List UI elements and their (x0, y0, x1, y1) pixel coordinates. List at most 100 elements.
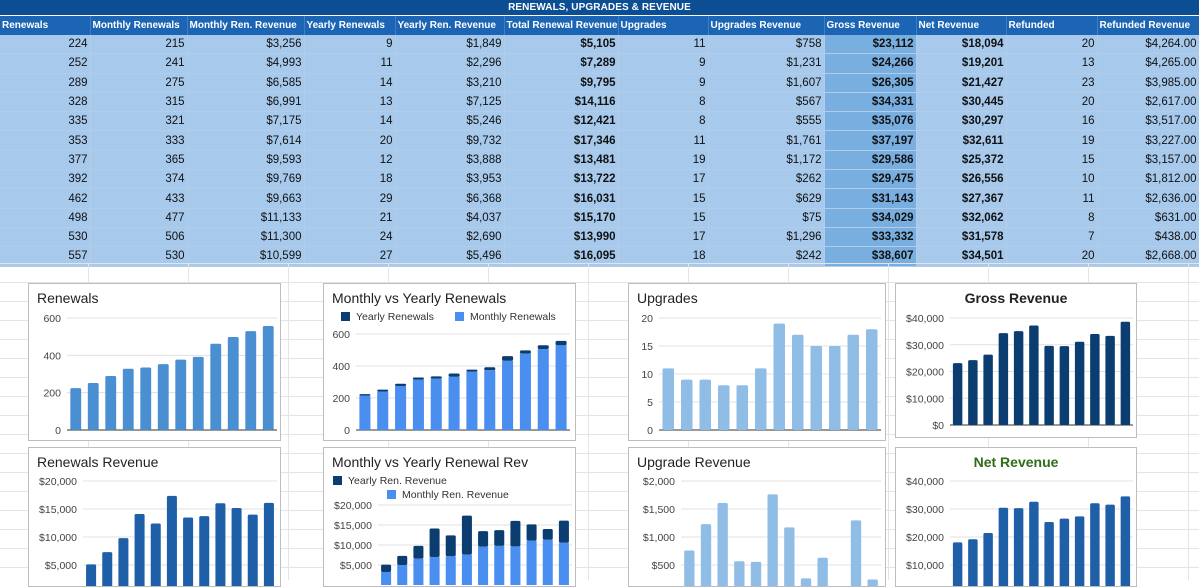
table-cell[interactable]: 335 (0, 111, 91, 132)
table-cell[interactable]: $4,037 (395, 208, 505, 228)
table-cell[interactable]: $1,607 (708, 73, 825, 93)
table-cell[interactable]: $3,517.00 (1097, 111, 1199, 132)
table-cell[interactable]: 8 (1006, 208, 1098, 228)
table-cell[interactable]: $30,445 (916, 92, 1007, 113)
table-cell[interactable]: $3,953 (395, 169, 505, 190)
table-cell[interactable]: $3,985.00 (1097, 73, 1199, 93)
column-header[interactable]: Monthly Ren. Revenue (187, 16, 305, 35)
table-cell[interactable]: $13,722 (504, 169, 619, 190)
table-cell[interactable]: 8 (618, 111, 709, 132)
table-cell[interactable]: $29,586 (824, 150, 917, 171)
table-cell[interactable]: $13,990 (504, 227, 619, 248)
table-cell[interactable]: $3,256 (187, 35, 305, 55)
column-header[interactable]: Yearly Renewals (304, 16, 396, 35)
table-cell[interactable]: $1,761 (708, 130, 825, 151)
table-cell[interactable]: $11,133 (187, 208, 305, 228)
table-cell[interactable]: $29,475 (824, 169, 917, 190)
table-cell[interactable]: 13 (304, 92, 396, 113)
table-cell[interactable]: 13 (1006, 53, 1098, 74)
table-cell[interactable]: 16 (1006, 111, 1098, 132)
table-cell[interactable]: 11 (1006, 188, 1098, 209)
table-cell[interactable]: $11,300 (187, 227, 305, 248)
table-cell[interactable]: $32,611 (916, 130, 1007, 151)
table-cell[interactable]: 11 (304, 53, 396, 74)
table-cell[interactable]: $5,496 (395, 246, 505, 267)
table-cell[interactable]: $6,991 (187, 92, 305, 113)
table-cell[interactable]: $75 (708, 208, 825, 228)
column-header[interactable]: Upgrades Revenue (708, 16, 825, 35)
table-cell[interactable]: $4,264.00 (1097, 35, 1199, 55)
column-header[interactable]: Upgrades (618, 16, 709, 35)
table-cell[interactable]: $1,849 (395, 35, 505, 55)
table-cell[interactable]: $26,556 (916, 169, 1007, 190)
table-cell[interactable]: $30,297 (916, 111, 1007, 132)
table-cell[interactable]: $2,296 (395, 53, 505, 74)
table-cell[interactable]: 15 (618, 188, 709, 209)
table-cell[interactable]: $2,668.00 (1097, 246, 1199, 267)
table-cell[interactable]: 18 (304, 169, 396, 190)
table-cell[interactable]: $9,663 (187, 188, 305, 209)
table-cell[interactable]: $13,481 (504, 150, 619, 171)
table-cell[interactable]: $9,769 (187, 169, 305, 190)
table-cell[interactable]: $34,501 (916, 246, 1007, 267)
table-cell[interactable]: 17 (618, 169, 709, 190)
chart-net-revenue[interactable]: Net Revenue $10,000 $20,000 $30,000 $40,000 (895, 447, 1137, 587)
table-cell[interactable]: 19 (1006, 130, 1098, 151)
table-cell[interactable]: 392 (0, 169, 91, 190)
chart-renewals-revenue[interactable]: Renewals Revenue $5,000 $10,000 $15,000 $20… (28, 447, 281, 587)
table-cell[interactable]: $19,201 (916, 53, 1007, 74)
table-cell[interactable]: $15,170 (504, 208, 619, 228)
table-cell[interactable]: 477 (90, 208, 188, 228)
table-cell[interactable]: 23 (1006, 73, 1098, 93)
table-cell[interactable]: $23,112 (824, 35, 917, 55)
table-cell[interactable]: $262 (708, 169, 825, 190)
table-cell[interactable]: $31,143 (824, 188, 917, 209)
table-cell[interactable]: $9,732 (395, 130, 505, 151)
table-cell[interactable]: $631.00 (1097, 208, 1199, 228)
column-header[interactable]: Refunded Revenue (1097, 16, 1199, 35)
table-cell[interactable]: 353 (0, 130, 91, 151)
table-cell[interactable]: 315 (90, 92, 188, 113)
table-cell[interactable]: $242 (708, 246, 825, 267)
table-cell[interactable]: 19 (618, 150, 709, 171)
table-cell[interactable]: $18,094 (916, 35, 1007, 55)
table-cell[interactable]: $3,157.00 (1097, 150, 1199, 171)
column-header[interactable]: Total Renewal Revenue (504, 16, 619, 35)
table-cell[interactable]: $7,289 (504, 53, 619, 74)
table-cell[interactable]: 15 (618, 208, 709, 228)
table-cell[interactable]: $37,197 (824, 130, 917, 151)
table-cell[interactable]: 11 (618, 35, 709, 55)
chart-renewals[interactable]: Renewals 0 200 400 600 (28, 283, 281, 441)
table-cell[interactable]: 15 (1006, 150, 1098, 171)
table-cell[interactable]: $9,593 (187, 150, 305, 171)
table-cell[interactable]: 377 (0, 150, 91, 171)
table-cell[interactable]: 10 (1006, 169, 1098, 190)
table-cell[interactable]: 506 (90, 227, 188, 248)
table-cell[interactable]: 17 (618, 227, 709, 248)
chart-monthly-vs-yearly-revenue[interactable]: Monthly vs Yearly Renewal Rev Yearly Ren… (323, 447, 576, 587)
table-cell[interactable]: 14 (304, 111, 396, 132)
table-cell[interactable]: $758 (708, 35, 825, 55)
table-cell[interactable]: $2,617.00 (1097, 92, 1199, 113)
table-cell[interactable]: $567 (708, 92, 825, 113)
table-cell[interactable]: $6,585 (187, 73, 305, 93)
table-cell[interactable]: 241 (90, 53, 188, 74)
table-cell[interactable]: 7 (1006, 227, 1098, 248)
table-cell[interactable]: $2,690 (395, 227, 505, 248)
table-cell[interactable]: 21 (304, 208, 396, 228)
table-cell[interactable]: $3,888 (395, 150, 505, 171)
table-cell[interactable]: $16,031 (504, 188, 619, 209)
table-cell[interactable]: $5,246 (395, 111, 505, 132)
table-cell[interactable]: $629 (708, 188, 825, 209)
table-cell[interactable]: $24,266 (824, 53, 917, 74)
table-cell[interactable]: $31,578 (916, 227, 1007, 248)
table-cell[interactable]: 333 (90, 130, 188, 151)
table-cell[interactable]: $9,795 (504, 73, 619, 93)
table-cell[interactable]: 530 (90, 246, 188, 267)
table-cell[interactable]: $2,636.00 (1097, 188, 1199, 209)
table-cell[interactable]: $555 (708, 111, 825, 132)
table-cell[interactable]: $21,427 (916, 73, 1007, 93)
table-cell[interactable]: $27,367 (916, 188, 1007, 209)
table-cell[interactable]: 252 (0, 53, 91, 74)
table-cell[interactable]: $12,421 (504, 111, 619, 132)
